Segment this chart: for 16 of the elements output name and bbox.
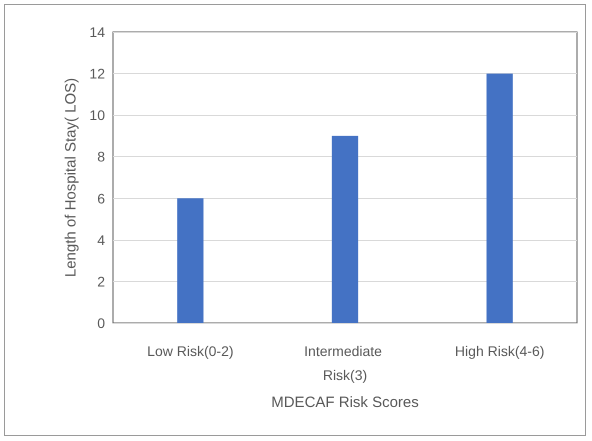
x-tick-label: Intermediate Risk(3) (304, 343, 386, 383)
y-tick-label: 2 (97, 273, 106, 290)
y-tick-label: 4 (97, 232, 106, 248)
bar (332, 136, 358, 323)
y-tick-label: 8 (97, 148, 106, 165)
x-tick-label: Low Risk(0-2) (147, 343, 234, 359)
bar (486, 74, 513, 323)
y-tick-label: 14 (89, 24, 106, 40)
bar (177, 198, 204, 323)
x-axis-title: MDECAF Risk Scores (271, 394, 419, 411)
y-tick-label: 10 (89, 107, 106, 124)
x-tick-label: High Risk(4-6) (454, 343, 544, 359)
y-tick-label: 6 (97, 190, 106, 206)
y-axis-title: Length of Hospital Stay( LOS) (62, 78, 80, 278)
y-tick-label: 0 (97, 315, 106, 331)
y-tick-label: 12 (89, 66, 106, 82)
